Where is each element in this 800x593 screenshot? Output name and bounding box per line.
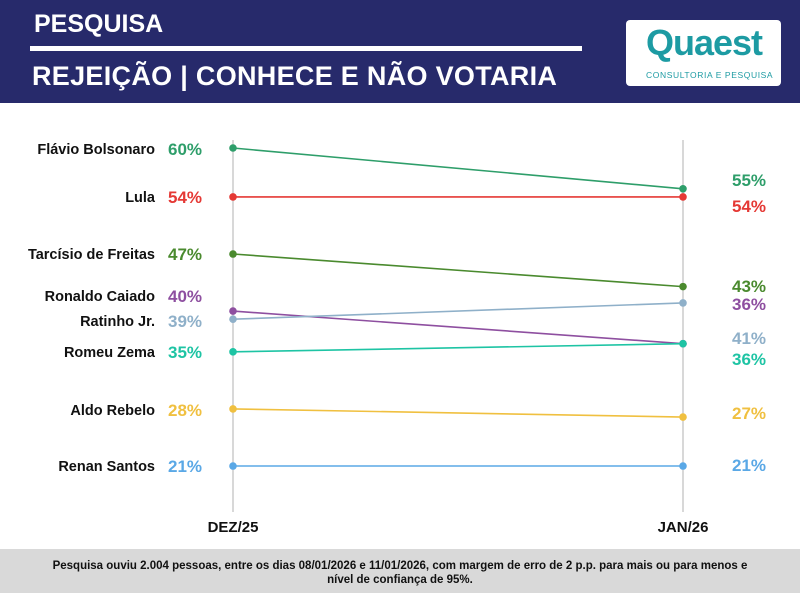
series-line	[232, 302, 684, 321]
data-point	[679, 462, 687, 470]
data-label: 28%	[168, 401, 202, 420]
series-line	[232, 147, 684, 190]
data-point	[229, 307, 237, 315]
data-label: 36%	[732, 295, 766, 314]
data-point	[229, 250, 237, 258]
data-label: 55%	[732, 171, 766, 190]
series-name-label: Renan Santos	[58, 459, 155, 475]
quaest-logo: Quaest CONSULTORIA E PESQUISA	[626, 20, 781, 86]
data-label: 21%	[168, 457, 202, 476]
x-tick-label: JAN/26	[658, 519, 709, 536]
data-label: 60%	[168, 140, 202, 159]
line-chart: DEZ/25 JAN/26 Flávio Bolsonaro 60% 55% Lula 54…	[28, 140, 766, 536]
series-name-label: Tarcísio de Freitas	[28, 247, 155, 263]
data-point	[229, 193, 237, 201]
data-point	[679, 339, 687, 348]
data-point	[679, 184, 687, 193]
logo-tagline: CONSULTORIA E PESQUISA	[646, 70, 774, 80]
data-point	[679, 193, 687, 201]
data-label: 35%	[168, 343, 202, 362]
series-name-label: Aldo Rebelo	[70, 403, 155, 419]
data-label: 47%	[168, 245, 202, 264]
data-point	[679, 282, 687, 291]
data-label: 21%	[732, 456, 766, 475]
data-label: 43%	[732, 277, 766, 296]
data-label: 39%	[168, 312, 202, 331]
data-point	[229, 315, 237, 324]
data-point	[229, 462, 237, 470]
series-name-label: Ronaldo Caiado	[45, 289, 156, 305]
data-label: 40%	[168, 287, 202, 306]
header: PESQUISA REJEIÇÃO | CONHECE E NÃO VOTARI…	[0, 0, 800, 103]
data-point	[229, 348, 237, 356]
data-point	[229, 405, 237, 413]
data-label: 54%	[732, 197, 766, 216]
header-divider	[30, 46, 582, 51]
data-label: 27%	[732, 404, 766, 423]
header-kicker: PESQUISA	[34, 10, 164, 38]
series-line	[232, 310, 684, 345]
x-tick-label: DEZ/25	[208, 519, 259, 536]
series-line	[232, 342, 684, 353]
data-point	[229, 144, 237, 152]
data-label: 41%	[732, 329, 766, 348]
series-name-label: Lula	[125, 190, 156, 206]
data-point	[679, 413, 687, 421]
series-line	[232, 253, 684, 288]
series-name-label: Ratinho Jr.	[80, 314, 155, 330]
series-name-label: Romeu Zema	[64, 345, 156, 361]
data-label: 54%	[168, 188, 202, 207]
page-title: REJEIÇÃO | CONHECE E NÃO VOTARIA	[32, 61, 558, 91]
series-name-label: Flávio Bolsonaro	[37, 142, 155, 158]
series-line	[232, 408, 684, 418]
footer-note: Pesquisa ouviu 2.004 pessoas, entre os d…	[0, 549, 800, 593]
data-label: 36%	[732, 350, 766, 369]
data-point	[679, 299, 687, 307]
logo-wordmark: Quaest	[646, 22, 763, 63]
